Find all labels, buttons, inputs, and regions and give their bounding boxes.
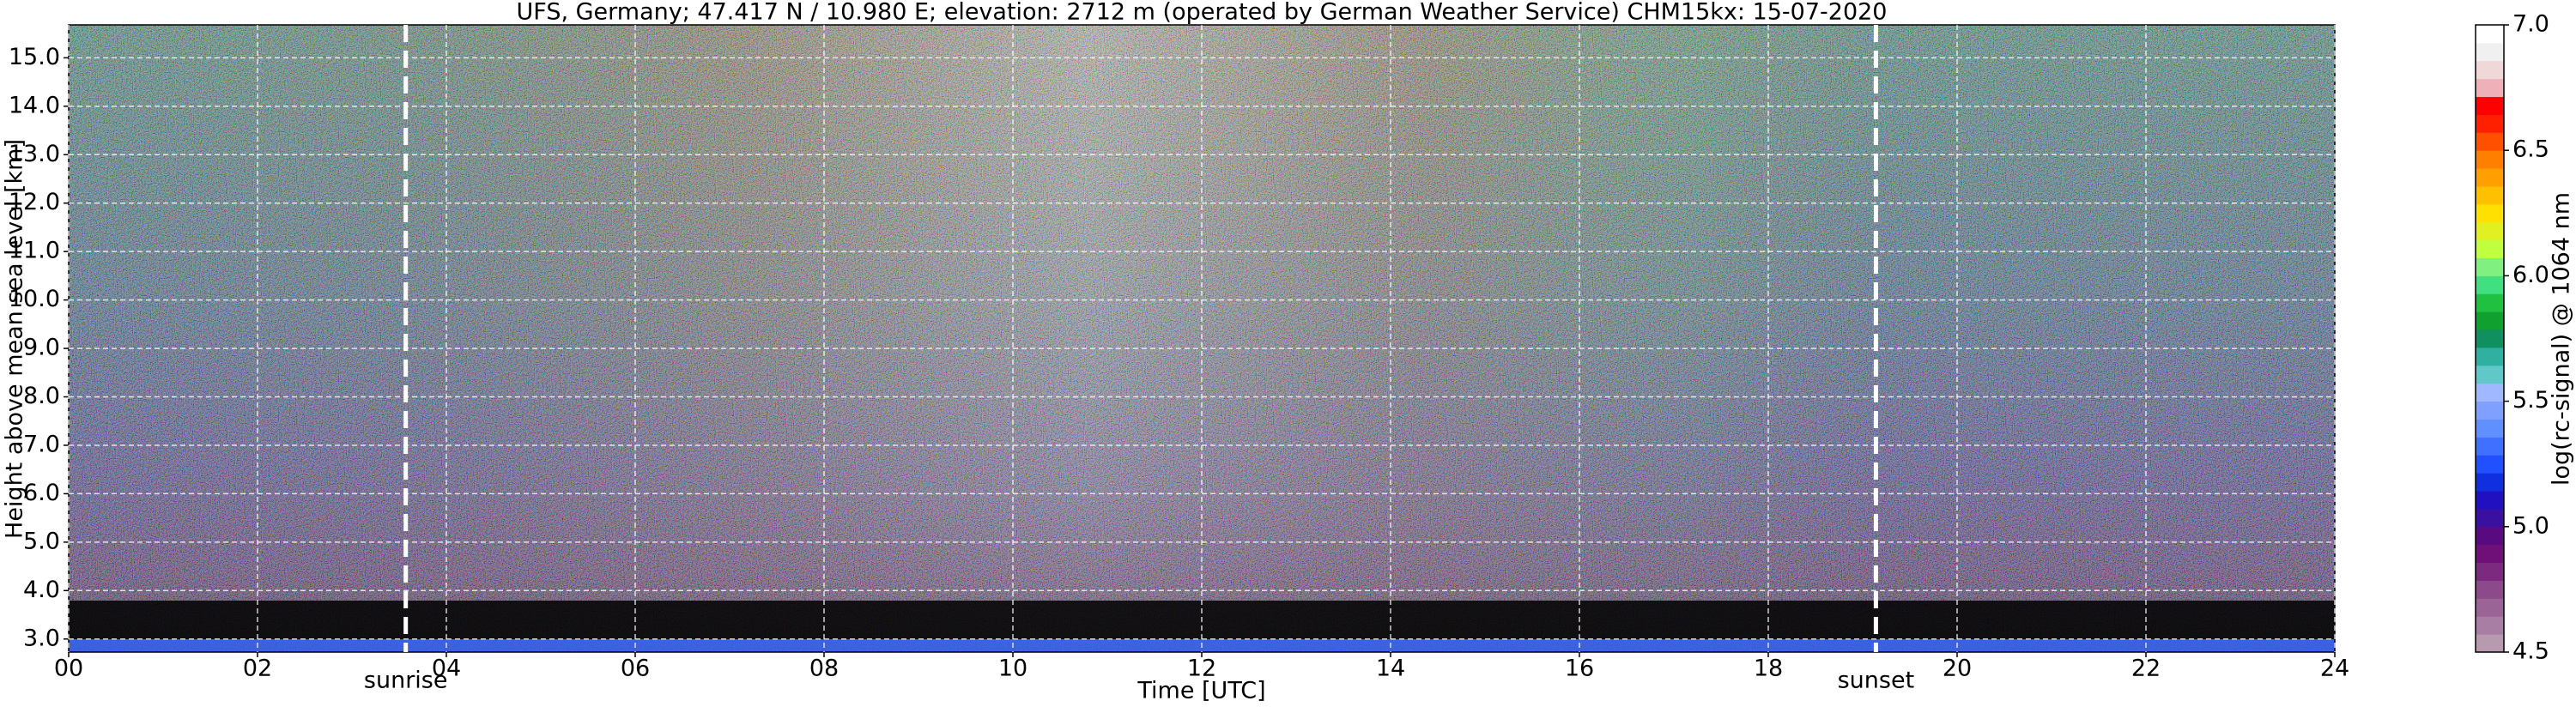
colorbar-swatch [2476, 508, 2504, 528]
colorbar-swatch [2476, 491, 2504, 510]
x-tick-label: 14 [1376, 656, 1405, 682]
colorbar-swatch [2476, 329, 2504, 348]
annotation-label: sunrise [364, 668, 448, 694]
y-tick-label: 13.0 [9, 141, 60, 167]
colorbar-swatch [2476, 580, 2504, 599]
colorbar-swatch [2476, 78, 2504, 98]
y-tick-label: 12.0 [9, 189, 60, 215]
colorbar-swatch [2476, 203, 2504, 223]
y-tick-label: 9.0 [23, 335, 60, 361]
y-tick-label: 3.0 [23, 625, 60, 651]
x-tick-label: 06 [621, 656, 650, 682]
colorbar-swatch [2476, 132, 2504, 151]
colorbar-swatch [2476, 42, 2504, 62]
colorbar-swatch [2476, 616, 2504, 635]
colorbar-frame [2475, 24, 2505, 653]
colorbar-tick-label: 5.0 [2512, 512, 2549, 539]
colorbar-tick-label: 5.5 [2512, 387, 2549, 414]
colorbar-swatch [2476, 150, 2504, 169]
y-tick-label: 15.0 [9, 44, 60, 70]
x-tick-label: 24 [2320, 656, 2349, 682]
colorbar-tick-label: 6.0 [2512, 262, 2549, 288]
annotation-label: sunset [1838, 668, 1915, 694]
y-tick-label: 10.0 [9, 286, 60, 312]
colorbar-swatch [2476, 221, 2504, 241]
colorbar-swatch [2476, 96, 2504, 115]
colorbar-swatch [2476, 293, 2504, 312]
colorbar-swatch [2476, 598, 2504, 617]
colorbar-swatch [2476, 455, 2504, 474]
y-tick-label: 14.0 [9, 92, 60, 118]
x-tick-label: 18 [1754, 656, 1783, 682]
colorbar-swatch [2476, 526, 2504, 546]
colorbar-tick-label: 4.5 [2512, 638, 2549, 665]
colorbar-swatch [2476, 257, 2504, 276]
colorbar-swatch [2476, 185, 2504, 205]
x-tick-label: 02 [243, 656, 272, 682]
colorbar-swatch [2476, 562, 2504, 581]
colorbar-swatch [2476, 275, 2504, 294]
colorbar-swatch [2476, 60, 2504, 80]
x-tick-label: 12 [1187, 656, 1216, 682]
x-tick-label: 22 [2131, 656, 2161, 682]
colorbar-swatch [2476, 365, 2504, 384]
colorbar-swatch [2476, 419, 2504, 438]
colorbar-swatch [2476, 114, 2504, 133]
colorbar-swatch [2476, 25, 2504, 44]
colorbar-swatch [2476, 401, 2504, 420]
y-tick-label: 7.0 [23, 431, 60, 457]
colorbar-swatch [2476, 437, 2504, 456]
x-tick-label: 10 [998, 656, 1027, 682]
colorbar-swatch [2476, 168, 2504, 187]
chart-title: UFS, Germany; 47.417 N / 10.980 E; eleva… [517, 0, 1888, 26]
y-tick-label: 11.0 [9, 238, 60, 264]
colorbar-swatch [2476, 383, 2504, 402]
y-tick-label: 5.0 [23, 528, 60, 554]
x-tick-label: 00 [54, 656, 83, 682]
x-tick-label: 04 [432, 656, 461, 682]
colorbar-swatch [2476, 634, 2504, 653]
colorbar-swatch [2476, 473, 2504, 492]
colorbar-swatch [2476, 311, 2504, 330]
x-axis-label: Time [UTC] [1136, 678, 1265, 704]
colorbar-swatch [2476, 239, 2504, 259]
colorbar-swatch [2476, 544, 2504, 564]
x-tick-label: 16 [1565, 656, 1594, 682]
colorbar-tick-label: 6.5 [2512, 136, 2549, 163]
colorbar-swatch [2476, 347, 2504, 366]
y-tick-label: 6.0 [23, 480, 60, 506]
y-tick-label: 4.0 [23, 577, 60, 603]
colorbar-label: log(rc-signal) @ 1064 nm [2549, 192, 2575, 486]
x-tick-label: 08 [809, 656, 839, 682]
y-axis-label: Height above mean sea level [km] [2, 139, 28, 539]
y-tick-label: 8.0 [23, 383, 60, 409]
colorbar-tick-label: 7.0 [2512, 11, 2549, 38]
x-tick-label: 20 [1943, 656, 1972, 682]
